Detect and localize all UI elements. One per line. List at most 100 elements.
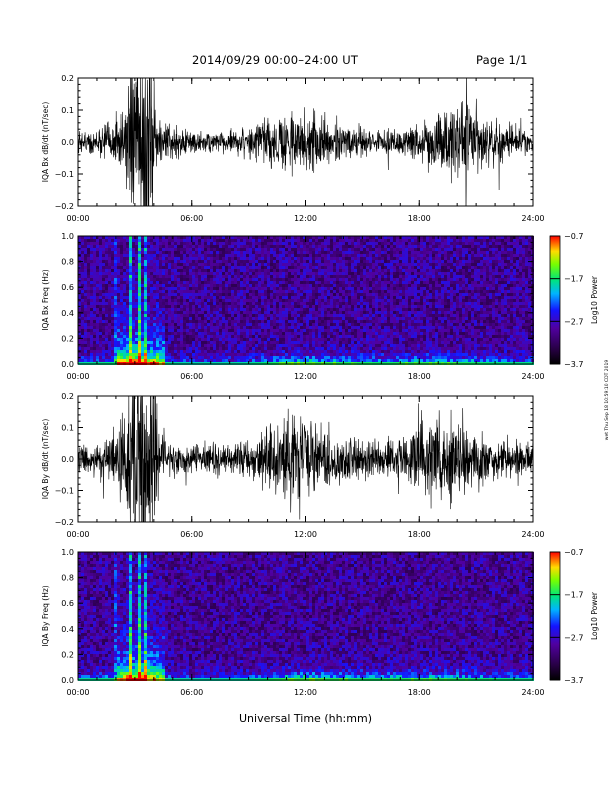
spectrogram-cell (324, 356, 327, 359)
spectrogram-cell (153, 296, 156, 299)
spectrogram-cell (378, 326, 381, 329)
spectrogram-cell (237, 350, 240, 353)
spectrogram-cell (348, 326, 351, 329)
spectrogram-cell (372, 326, 375, 329)
spectrogram-cell (99, 296, 102, 299)
spectrogram-cell (132, 344, 135, 347)
spectrogram-cell (153, 236, 156, 239)
spectrogram-cell (351, 260, 354, 263)
spectrogram-cell (267, 248, 270, 251)
spectrogram-cell (213, 335, 216, 338)
spectrogram-cell (126, 269, 129, 272)
spectrogram-cell (84, 257, 87, 260)
spectrogram-cell (207, 356, 210, 359)
spectrogram-cell (345, 272, 348, 275)
spectrogram-cell (300, 293, 303, 296)
spectrogram-cell (285, 320, 288, 323)
spectrogram-cell (228, 329, 231, 332)
spectrogram-cell (186, 353, 189, 356)
spectrogram-cell (294, 332, 297, 335)
spectrogram-cell (234, 305, 237, 308)
spectrogram-cell (327, 281, 330, 284)
spectrogram-cell (219, 344, 222, 347)
spectrogram-cell (234, 278, 237, 281)
spectrogram-cell (135, 290, 138, 293)
spectrogram-cell (174, 278, 177, 281)
spectrogram-cell (177, 293, 180, 296)
spectrogram-cell (285, 353, 288, 356)
spectrogram-cell (249, 353, 252, 356)
spectrogram-cell (354, 266, 357, 269)
spectrogram-cell (156, 245, 159, 248)
spectrogram-cell (312, 293, 315, 296)
spectrogram-cell (216, 338, 219, 341)
spectrogram-cell (201, 278, 204, 281)
spectrogram-cell (405, 287, 408, 290)
spectrogram-cell (153, 341, 156, 344)
spectrogram-cell (240, 281, 243, 284)
spectrogram-cell (279, 353, 282, 356)
spectrogram-cell (105, 329, 108, 332)
spectrogram-cell (321, 284, 324, 287)
spectrogram-cell (279, 242, 282, 245)
spectrogram-cell (159, 278, 162, 281)
spectrogram-cell (93, 317, 96, 320)
spectrogram-cell (105, 296, 108, 299)
spectrogram-cell (390, 284, 393, 287)
spectrogram-cell (240, 299, 243, 302)
spectrogram-cell (360, 293, 363, 296)
spectrogram-cell (240, 284, 243, 287)
spectrogram-cell (366, 317, 369, 320)
spectrogram-cell (258, 287, 261, 290)
spectrogram-cell (384, 335, 387, 338)
spectrogram-cell (372, 317, 375, 320)
spectrogram-cell (225, 311, 228, 314)
spectrogram-cell (375, 311, 378, 314)
spectrogram-cell (99, 260, 102, 263)
spectrogram-cell (219, 311, 222, 314)
spectrogram-cell (321, 260, 324, 263)
spectrogram-cell (354, 311, 357, 314)
spectrogram-cell (309, 320, 312, 323)
spectrogram-cell (213, 266, 216, 269)
spectrogram-cell (342, 308, 345, 311)
spectrogram-cell (264, 248, 267, 251)
spectrogram-cell (210, 251, 213, 254)
spectrogram-cell (414, 335, 417, 338)
spectrogram-cell (351, 308, 354, 311)
spectrogram-cell (255, 356, 258, 359)
spectrogram-cell (132, 260, 135, 263)
spectrogram-cell (189, 326, 192, 329)
spectrogram-cell (339, 242, 342, 245)
spectrogram-cell (105, 341, 108, 344)
spectrogram-cell (414, 257, 417, 260)
spectrogram-cell (408, 359, 411, 362)
spectrogram-cell (90, 275, 93, 278)
spectrogram-cell (195, 317, 198, 320)
spectrogram-cell (228, 269, 231, 272)
spectrogram-cell (375, 341, 378, 344)
spectrogram-cell (165, 257, 168, 260)
spectrogram-cell (219, 299, 222, 302)
spectrogram-cell (402, 305, 405, 308)
spectrogram-cell (162, 257, 165, 260)
spectrogram-cell (303, 269, 306, 272)
spectrogram-cell (339, 236, 342, 239)
spectrogram-cell (240, 308, 243, 311)
spectrogram-cell (318, 257, 321, 260)
spectrogram-cell (387, 326, 390, 329)
spectrogram-cell (153, 263, 156, 266)
spectrogram-cell (318, 329, 321, 332)
spectrogram-cell (258, 281, 261, 284)
spectrogram-cell (330, 329, 333, 332)
spectrogram-cell (306, 275, 309, 278)
spectrogram-cell (405, 254, 408, 257)
spectrogram-cell (120, 341, 123, 344)
spectrogram-cell (204, 338, 207, 341)
spectrogram-cell (135, 347, 138, 350)
spectrogram-cell (321, 299, 324, 302)
spectrogram-cell (96, 332, 99, 335)
spectrogram-cell (390, 356, 393, 359)
spectrogram-cell (165, 308, 168, 311)
spectrogram-cell (132, 308, 135, 311)
